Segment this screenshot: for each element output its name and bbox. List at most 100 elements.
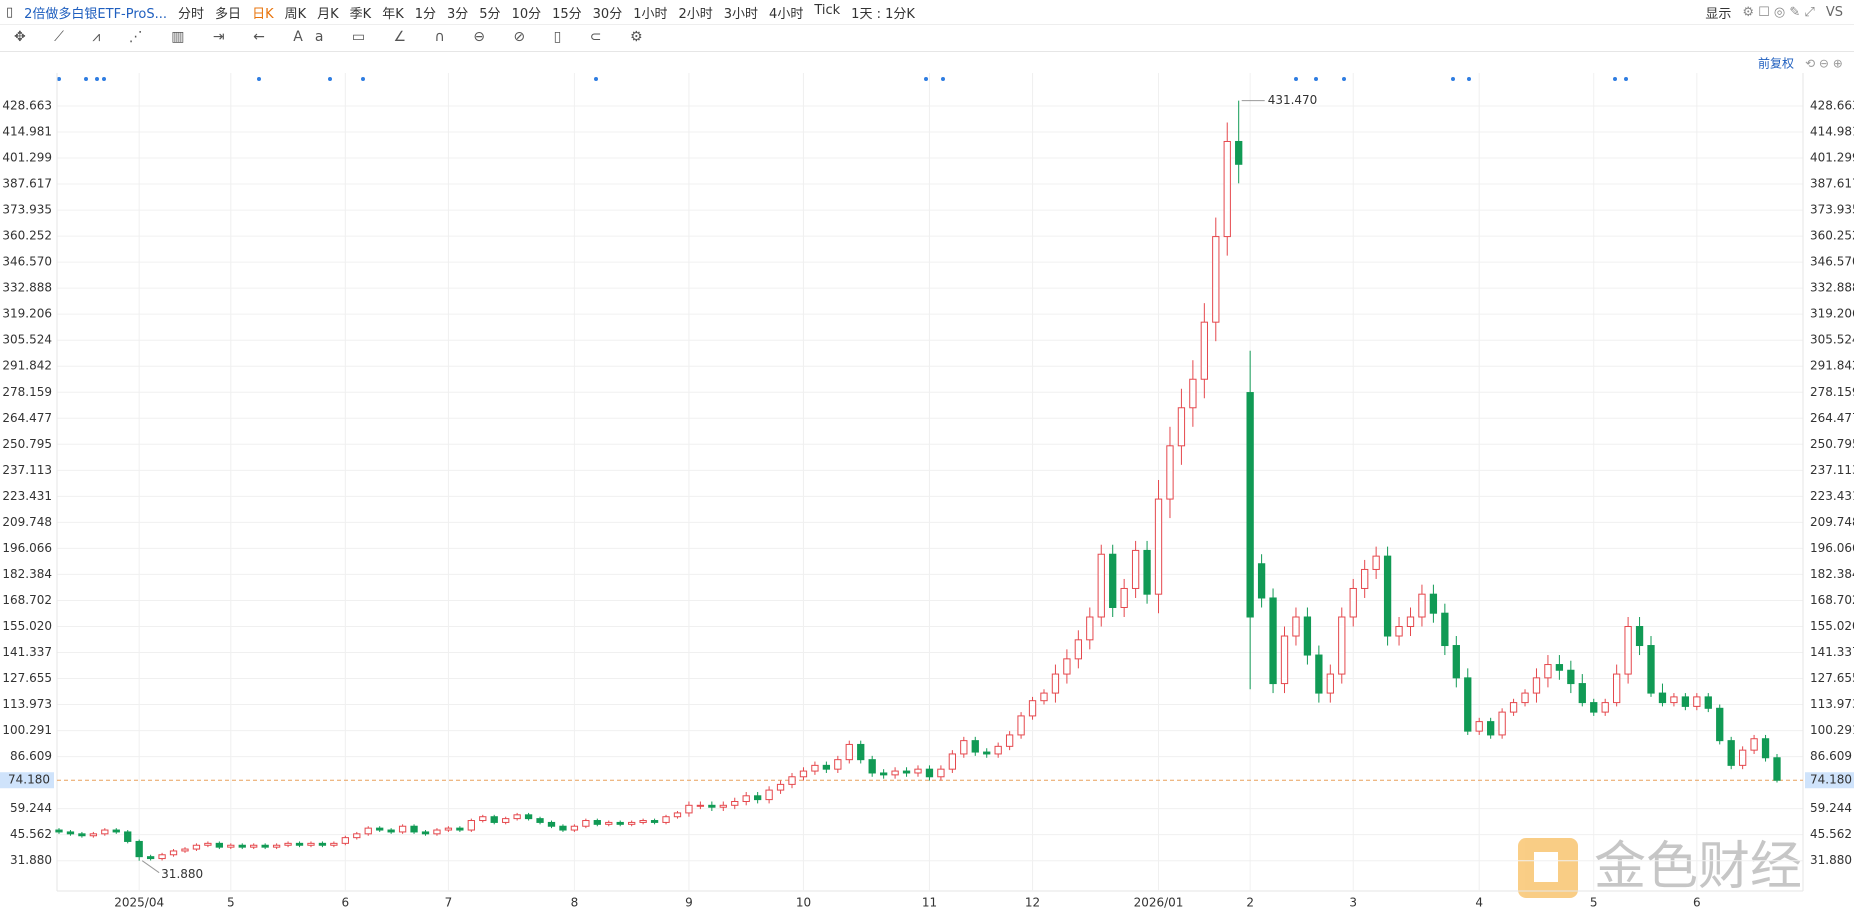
panel-icon[interactable]: ▯ [6,4,14,20]
candle-body [1349,587,1357,618]
candle-body [1143,549,1151,595]
y-tick-label-right: 401.299 [1810,151,1854,165]
event-dot[interactable] [1451,77,1455,81]
y-tick-label-right: 237.113 [1810,463,1854,477]
candle-body [616,821,624,825]
candle-body [1028,700,1037,717]
event-dot[interactable] [924,77,928,81]
symbol[interactable]: 2倍做多白银ETF-ProS... [24,6,168,22]
period-button[interactable]: 周K [284,6,307,22]
period-button[interactable]: 3分 [447,6,469,22]
candle-body [353,833,361,839]
event-dot[interactable] [1613,77,1617,81]
period-button[interactable]: 4小时 [769,6,804,22]
adjust-mode[interactable]: 前复权 [1758,56,1794,71]
candle-body [1578,683,1586,704]
candle-body [66,831,75,835]
candle-body [433,829,441,835]
display-menu[interactable]: 显示 [1705,6,1732,22]
vs-button[interactable]: VS [1825,4,1843,20]
candle-body [1475,721,1483,732]
candle-body [112,829,120,833]
y-tick-label: 401.299 [2,151,52,165]
candle-body [227,844,235,848]
period-button[interactable]: 10分 [511,6,542,22]
y-tick-label-right: 196.066 [1810,541,1854,555]
candle-body [582,820,590,827]
candle-body [570,825,579,831]
period-button[interactable]: 1分 [414,6,436,22]
event-dot[interactable] [84,77,88,81]
candle-body [628,821,636,825]
tool-icons[interactable]: ⚙ ☐ ◎ ✎ ⤢ [1742,4,1815,20]
candle-body [490,816,498,823]
period-button[interactable]: 日K [252,6,274,22]
y-tick-label-right: 209.748 [1810,515,1854,529]
period-button[interactable]: 季K [349,6,372,22]
event-dot[interactable] [941,77,945,81]
candle-body [1658,692,1667,704]
candle-body [1418,593,1426,618]
event-dot[interactable] [361,77,365,81]
candle-body [1395,626,1403,637]
interval-select[interactable]: 1天 : 1分K [851,6,915,22]
candle-body [78,833,86,837]
candle-body [948,753,957,770]
event-dot[interactable] [594,77,598,81]
max-label: 431.470 [1268,93,1318,107]
watermark-logo-cut [1534,852,1558,882]
candle-body [1154,498,1163,595]
candle-body [1567,669,1575,685]
period-button[interactable]: 月K [317,6,339,22]
period-button[interactable]: 2小时 [678,6,713,22]
adjust-icons[interactable]: ⟲ ⊖ ⊕ [1805,57,1843,71]
period-button[interactable]: 分时 [178,6,205,22]
event-dot[interactable] [102,77,106,81]
candle-body [1635,626,1644,647]
grid [56,73,1804,892]
period-button[interactable]: 多日 [215,6,242,22]
period-button[interactable]: 1小时 [633,6,668,22]
period-button[interactable]: 5分 [479,6,501,22]
event-dot[interactable] [257,77,261,81]
period-button[interactable]: 3小时 [723,6,759,22]
y-tick-label-right: 100.291 [1810,723,1854,737]
y-tick-label-right: 141.337 [1810,645,1854,659]
event-dot[interactable] [57,77,61,81]
x-tick-label: 8 [571,896,579,910]
y-tick-label: 264.477 [2,411,52,425]
y-tick-label: 182.384 [2,567,52,581]
event-dot[interactable] [1314,77,1318,81]
candle-body [971,740,979,753]
candle-body [1177,407,1186,447]
candle-body [1074,639,1082,660]
drawing-tools[interactable]: ✥ ⟋ ⩘ ⋰ ▥ ⇥ ← Aa ▭ ∠ ∩ ⊖ ⊘ ▯ ⊂ ⚙ [14,29,655,45]
candle-body [1166,445,1174,500]
period-button[interactable]: Tick [814,2,841,18]
y-tick-label-right: 113.973 [1810,697,1854,711]
candle-body [376,827,384,831]
candle-body [1452,645,1460,679]
event-dot[interactable] [1467,77,1471,81]
event-dot[interactable] [328,77,332,81]
candle-body [158,854,166,860]
candle-body [983,751,991,755]
x-tick-label: 9 [685,896,693,910]
watermark-text: 金色财经 [1594,837,1802,897]
chart: 前复权 ⟲ ⊖ ⊕ 金色财经 31.880 31.880 45.562 45.562 5… [0,56,1854,910]
candle-body [685,804,693,814]
candle-body [295,842,304,846]
event-dot[interactable] [1624,77,1628,81]
x-tick-label: 6 [342,896,350,910]
event-dot[interactable] [1294,77,1298,81]
x-tick-label: 2 [1246,896,1254,910]
period-button[interactable]: 15分 [552,6,582,22]
period-button[interactable]: 年K [382,6,404,22]
event-dot[interactable] [1342,77,1346,81]
y-tick-label-right: 264.477 [1810,411,1854,425]
candle-body [1383,555,1392,637]
period-button[interactable]: 30分 [592,6,623,22]
candle-body [1120,587,1128,608]
candle-body [1109,553,1117,608]
event-dot[interactable] [95,77,99,81]
